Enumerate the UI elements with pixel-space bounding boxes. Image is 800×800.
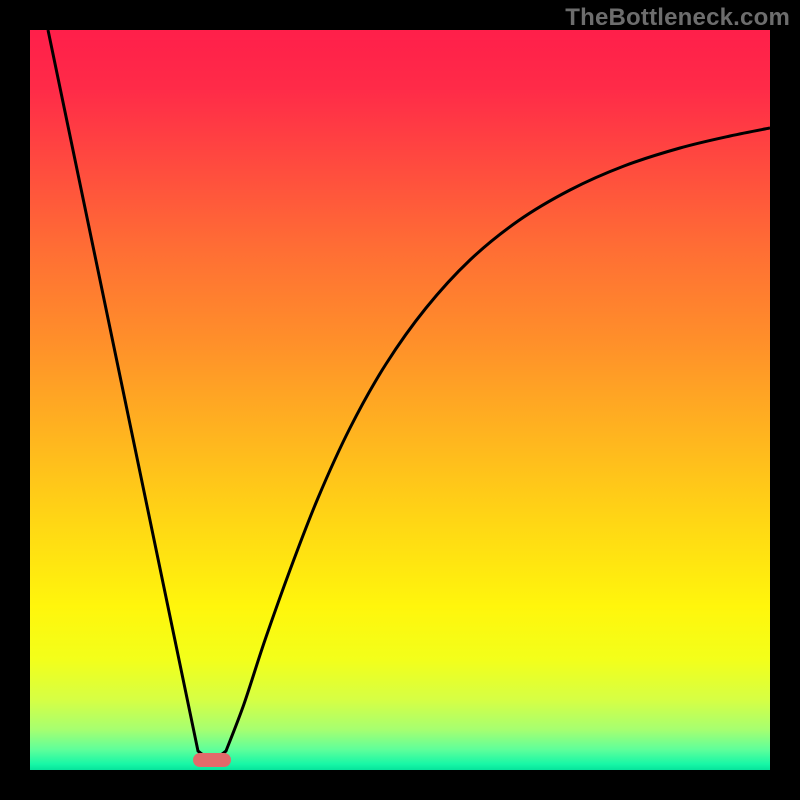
watermark-text: TheBottleneck.com bbox=[565, 4, 790, 32]
gradient-background bbox=[30, 30, 770, 770]
chart-svg bbox=[0, 0, 800, 800]
optimal-point-marker bbox=[193, 753, 231, 767]
chart-container: TheBottleneck.com bbox=[0, 0, 800, 800]
